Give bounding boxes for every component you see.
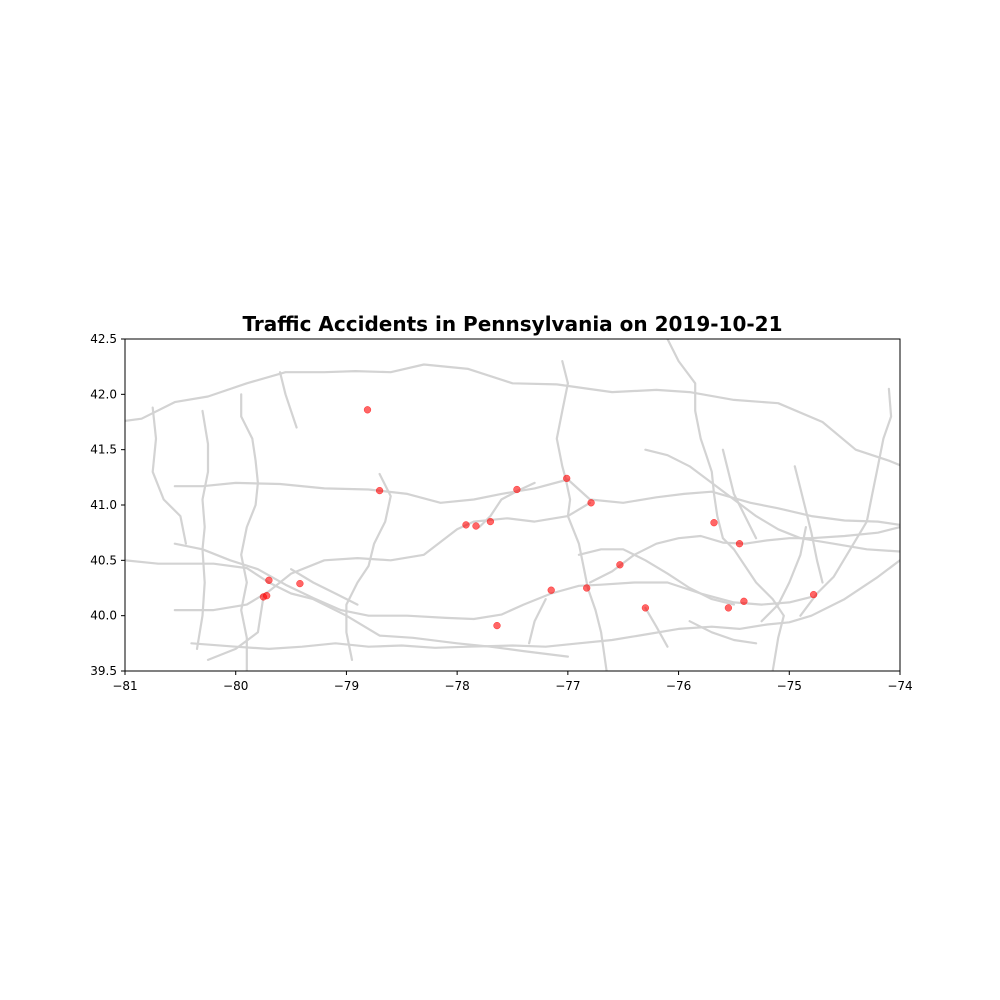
road-line xyxy=(173,542,813,621)
road-line xyxy=(195,409,210,651)
accident-point xyxy=(265,576,273,584)
accident-point xyxy=(263,592,271,600)
accident-point xyxy=(547,586,555,594)
road-line xyxy=(278,371,298,429)
road-line xyxy=(151,406,187,545)
y-axis: 39.5 40.0 40.5 41.0 41.5 42.0 42.5 xyxy=(90,332,125,678)
y-tick-label: 41.5 xyxy=(90,443,117,457)
x-tick-label: −74 xyxy=(887,679,912,693)
roads-layer xyxy=(125,339,900,671)
x-tick-label: −77 xyxy=(555,679,580,693)
chart-title: Traffic Accidents in Pennsylvania on 201… xyxy=(242,312,782,336)
road-line xyxy=(290,568,359,606)
road-line xyxy=(555,360,608,671)
road-line xyxy=(173,478,900,527)
accident-point xyxy=(472,522,480,530)
road-line xyxy=(478,481,536,529)
road-line xyxy=(793,465,824,584)
road-line xyxy=(125,363,900,467)
road-line xyxy=(240,393,259,671)
road-line xyxy=(644,606,669,648)
road-line xyxy=(173,501,592,612)
accident-point xyxy=(493,621,501,630)
road-line xyxy=(721,448,758,540)
accident-point xyxy=(486,517,495,526)
x-tick-label: −76 xyxy=(666,679,691,693)
road-line xyxy=(345,472,392,662)
y-tick-label: 42.5 xyxy=(90,332,117,346)
y-tick-label: 42.0 xyxy=(90,387,117,401)
road-line xyxy=(577,548,736,606)
axes-frame xyxy=(124,338,901,672)
accident-point xyxy=(296,579,304,588)
x-tick-label: −75 xyxy=(777,679,802,693)
accident-point xyxy=(641,604,650,612)
x-tick-label: −78 xyxy=(444,679,469,693)
accident-point xyxy=(735,540,744,548)
accident-point xyxy=(809,590,818,599)
road-line xyxy=(190,559,900,651)
accident-point xyxy=(583,584,591,592)
road-line xyxy=(688,620,758,645)
road-line xyxy=(206,595,265,662)
x-tick-label: −80 xyxy=(223,679,248,693)
accident-point xyxy=(513,485,521,494)
accident-point xyxy=(462,521,470,529)
accident-points-layer xyxy=(259,406,818,630)
x-tick-label: −79 xyxy=(334,679,359,693)
accident-point xyxy=(587,499,595,507)
y-tick-label: 39.5 xyxy=(90,664,117,678)
y-tick-label: 40.5 xyxy=(90,553,117,567)
accident-point xyxy=(710,519,718,527)
road-line xyxy=(666,339,785,671)
plot-area xyxy=(125,339,900,671)
road-line xyxy=(588,525,900,584)
x-tick-label: −81 xyxy=(112,679,137,693)
road-line xyxy=(644,448,900,553)
accident-point xyxy=(740,597,748,605)
road-line xyxy=(527,597,547,645)
x-axis: −81 −80 −79 −78 −77 −76 −75 −74 xyxy=(112,671,913,693)
accident-point xyxy=(375,486,384,495)
y-tick-label: 41.0 xyxy=(90,498,117,512)
y-tick-label: 40.0 xyxy=(90,609,117,623)
accident-point xyxy=(363,406,372,414)
road-line xyxy=(760,525,808,623)
accident-point xyxy=(616,561,624,569)
accident-point xyxy=(724,604,733,612)
road-line xyxy=(799,387,893,617)
accident-point xyxy=(563,474,571,483)
